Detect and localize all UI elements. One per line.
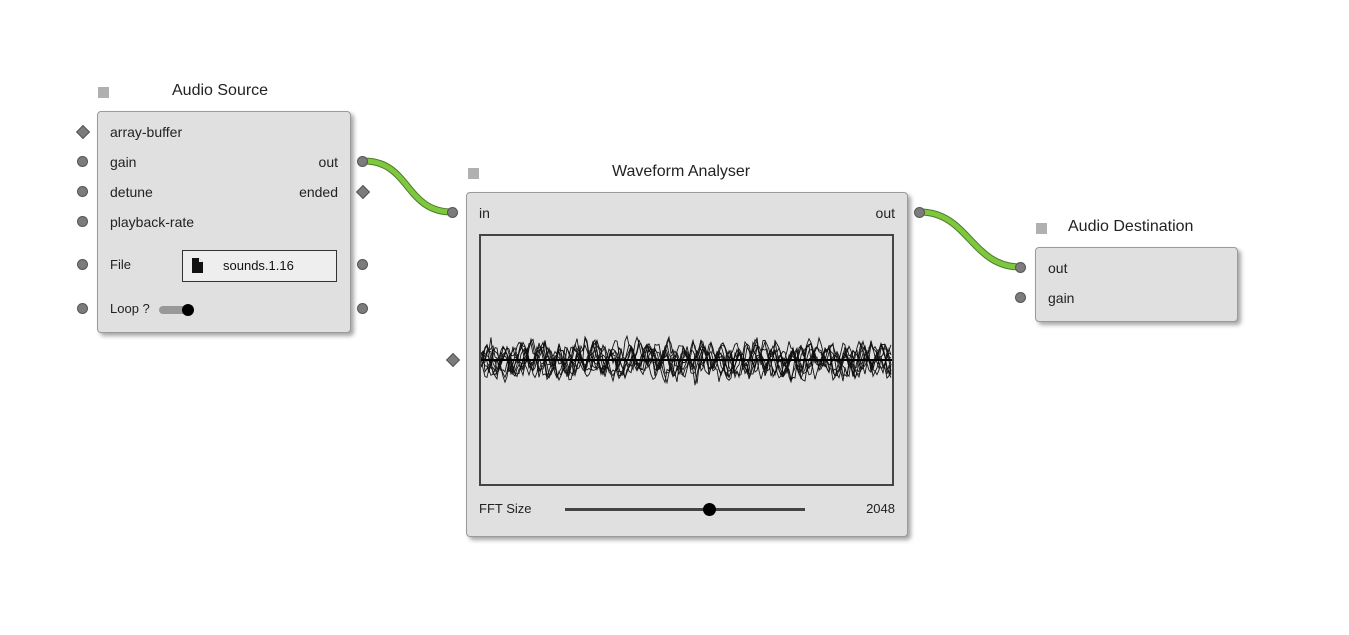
destination-input-label-out: out <box>1048 260 1068 276</box>
file-name: sounds.1.16 <box>223 258 294 273</box>
fft-slider-track <box>565 508 805 511</box>
loop-toggle-knob <box>182 304 194 316</box>
input-label-playback-rate: playback-rate <box>110 214 195 230</box>
audio-source-title: Audio Source <box>172 82 269 99</box>
analyser-in-label: in <box>479 205 490 221</box>
port-loop-in[interactable] <box>77 303 88 314</box>
audio-destination-drag-handle-icon[interactable] <box>1036 223 1047 234</box>
waveform-analyser-drag-handle-icon[interactable] <box>468 168 479 179</box>
audio-destination-title: Audio Destination <box>1068 218 1194 235</box>
waveform-trace <box>481 337 892 381</box>
input-label-detune: detune <box>110 184 153 200</box>
audio-source-node[interactable]: array-buffer gain detune playback-rate o… <box>97 111 351 333</box>
waveform-analyser-node[interactable]: in out FFT Size 2048 <box>466 192 908 537</box>
waveform-display <box>479 234 894 486</box>
fft-size-label: FFT Size <box>479 501 532 516</box>
analyser-out-label: out <box>875 205 895 221</box>
destination-port-out-in[interactable] <box>1015 262 1026 273</box>
waveform-trace <box>481 337 892 386</box>
waveform-analyser-title: Waveform Analyser <box>612 163 751 180</box>
waveform-trace <box>481 336 892 385</box>
file-label: File <box>110 257 131 272</box>
input-label-array-buffer: array-buffer <box>110 124 183 140</box>
audio-destination-node[interactable]: out gain <box>1035 247 1238 322</box>
port-gain-in[interactable] <box>77 156 88 167</box>
port-playback-rate-in[interactable] <box>77 216 88 227</box>
port-loop-out[interactable] <box>357 303 368 314</box>
destination-input-label-gain: gain <box>1048 290 1075 306</box>
analyser-port-out[interactable] <box>914 207 925 218</box>
port-file-out[interactable] <box>357 259 368 270</box>
file-picker-button[interactable]: sounds.1.16 <box>182 250 337 282</box>
port-detune-in[interactable] <box>77 186 88 197</box>
port-file-in[interactable] <box>77 259 88 270</box>
fft-size-value: 2048 <box>866 501 895 516</box>
fft-slider-knob[interactable] <box>703 503 716 516</box>
input-label-gain: gain <box>110 154 137 170</box>
loop-label: Loop ? <box>110 301 150 316</box>
loop-toggle-track <box>159 306 189 314</box>
destination-port-gain-in[interactable] <box>1015 292 1026 303</box>
port-out-out[interactable] <box>357 156 368 167</box>
analyser-port-in[interactable] <box>447 207 458 218</box>
output-label-ended: ended <box>299 184 338 200</box>
waveform-trace <box>481 335 892 384</box>
audio-source-drag-handle-icon[interactable] <box>98 87 109 98</box>
waveform-plot <box>481 334 892 386</box>
file-icon <box>192 258 203 273</box>
output-label-out: out <box>318 154 338 170</box>
